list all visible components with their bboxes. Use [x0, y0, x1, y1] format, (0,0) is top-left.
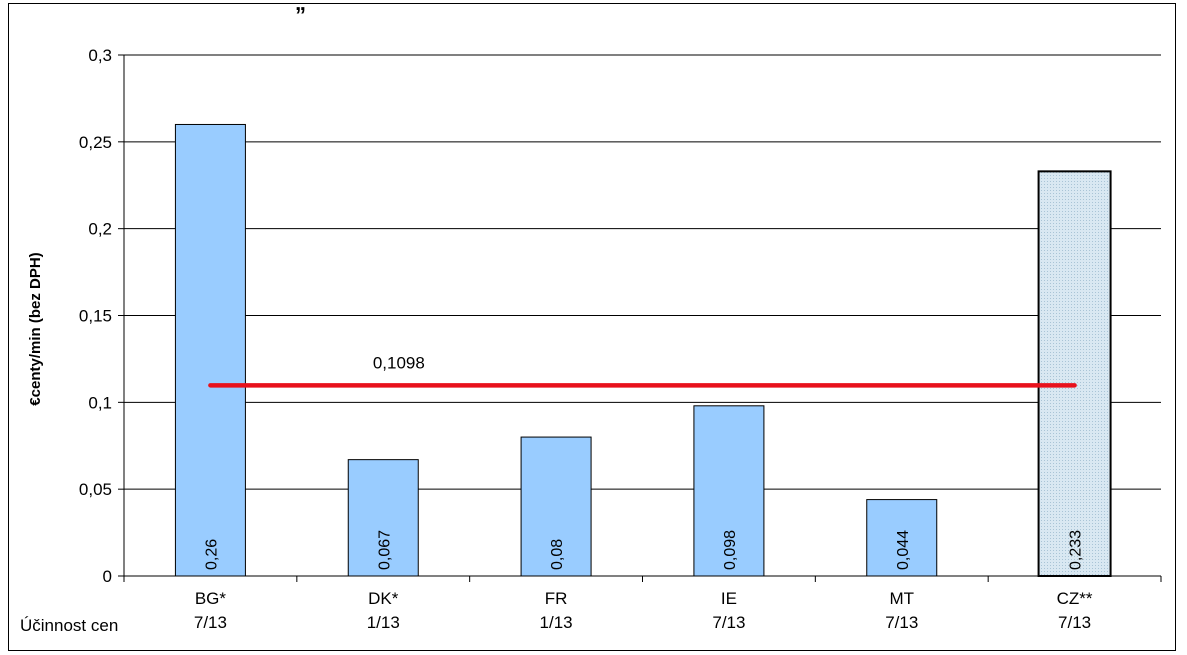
data-label: 0,044 — [895, 530, 912, 570]
category-label: FR — [545, 589, 568, 608]
data-label: 0,233 — [1068, 530, 1085, 570]
category-sublabel: 7/13 — [885, 613, 918, 632]
chart-frame: „ 0 0,05 0,1 0,15 0,2 0,25 0,3 0,26 BG* 7/13 0,067… — [8, 0, 1176, 651]
category-label: DK* — [368, 589, 399, 608]
y-tick-label: 0,25 — [79, 133, 112, 152]
bar-mt — [866, 499, 938, 577]
y-tick-label: 0,15 — [79, 307, 112, 326]
y-tick-label: 0,1 — [88, 393, 112, 412]
y-tick-label: 0,3 — [88, 46, 112, 65]
bar-bg — [174, 123, 246, 577]
category-sublabel: 1/13 — [540, 613, 573, 632]
category-label: MT — [889, 589, 914, 608]
bar-ie — [693, 405, 765, 577]
bar-fr — [520, 436, 592, 577]
data-label: 0,26 — [203, 539, 220, 570]
row-label: Účinnost cen — [20, 616, 118, 635]
bar-cz — [1037, 170, 1112, 578]
header-fragment: „ — [295, 0, 306, 15]
bar-dk — [347, 459, 419, 577]
data-label: 0,098 — [722, 530, 739, 570]
bar-chart: 0 0,05 0,1 0,15 0,2 0,25 0,3 0,26 BG* 7/13 0,067 DK… — [20, 46, 1162, 635]
y-axis-label: €centy/min (bez DPH) — [27, 252, 44, 405]
average-label: 0,1098 — [373, 353, 425, 372]
data-label: 0,067 — [376, 530, 393, 570]
y-tick-label: 0,05 — [79, 480, 112, 499]
y-tick-label: 0 — [103, 567, 112, 586]
category-label: BG* — [195, 589, 227, 608]
category-label: IE — [721, 589, 737, 608]
category-sublabel: 7/13 — [1058, 613, 1091, 632]
category-sublabel: 7/13 — [712, 613, 745, 632]
category-label: CZ** — [1057, 589, 1093, 608]
y-tick-label: 0,2 — [88, 220, 112, 239]
data-label: 0,08 — [549, 539, 566, 570]
category-sublabel: 7/13 — [194, 613, 227, 632]
category-sublabel: 1/13 — [367, 613, 400, 632]
